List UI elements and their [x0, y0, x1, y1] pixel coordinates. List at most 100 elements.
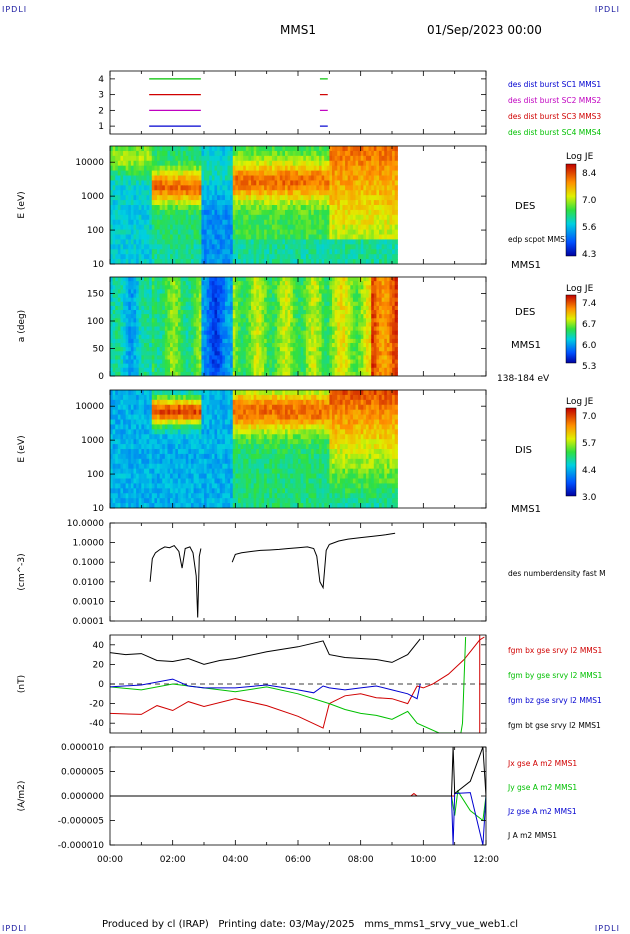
heatmap-cell: [183, 195, 187, 201]
heatmap-cell: [224, 330, 229, 336]
heatmap-cell: [295, 239, 299, 245]
heatmap-cell: [305, 244, 310, 250]
heatmap-cell: [352, 150, 357, 157]
heatmap-cell: [170, 170, 174, 177]
heatmap-cell: [240, 359, 244, 365]
heatmap-cell: [282, 160, 286, 167]
heatmap-cell: [251, 297, 255, 303]
heatmap-cell: [167, 343, 171, 348]
heatmap-cell: [222, 281, 226, 286]
heatmap-cell: [292, 259, 297, 264]
heatmap-cell: [321, 289, 325, 295]
heatmap-cell: [305, 229, 310, 236]
heatmap-cell: [386, 170, 391, 177]
heatmap-cell: [117, 254, 122, 260]
heatmap-cell: [305, 301, 310, 307]
heatmap-cell: [201, 229, 205, 236]
heatmap-cell: [136, 330, 140, 336]
heatmap-cell: [379, 254, 383, 260]
heatmap-cell: [162, 305, 166, 311]
heatmap-cell: [308, 330, 312, 336]
heatmap-cell: [274, 200, 278, 206]
heatmap-cell: [394, 249, 398, 255]
heatmap-cell: [185, 249, 189, 255]
heatmap-cell: [227, 209, 231, 216]
heatmap-cell: [222, 347, 226, 352]
heatmap-cell: [243, 219, 247, 226]
heatmap-cell: [285, 338, 289, 344]
heatmap-cell: [347, 244, 351, 250]
heatmap-cell: [115, 347, 119, 352]
heatmap-cell: [204, 244, 208, 250]
heatmap-cell: [363, 239, 367, 245]
heatmap-cell: [358, 170, 362, 177]
heatmap-cell: [365, 224, 370, 231]
heatmap-cell: [285, 289, 289, 295]
heatmap-cell: [157, 165, 161, 172]
heatmap-cell: [324, 244, 328, 250]
heatmap-cell: [128, 180, 132, 186]
heatmap-cell: [295, 326, 299, 332]
heatmap-cell: [183, 297, 187, 303]
heatmap-cell: [350, 239, 354, 245]
heatmap-cell: [230, 175, 234, 182]
heatmap-cell: [285, 285, 289, 290]
heatmap-cell: [321, 297, 325, 303]
heatmap-cell: [185, 347, 189, 352]
heatmap-cell: [196, 214, 200, 221]
heatmap-cell: [209, 338, 213, 344]
heatmap-cell: [277, 219, 281, 226]
heatmap-cell: [130, 229, 135, 236]
heatmap-cell: [266, 205, 270, 211]
heatmap-cell: [149, 334, 153, 340]
heatmap-cell: [240, 150, 244, 157]
heatmap-cell: [271, 305, 276, 311]
heatmap-cell: [193, 301, 197, 307]
heatmap-cell: [154, 314, 158, 319]
heatmap-cell: [143, 347, 148, 352]
heatmap-cell: [123, 165, 127, 172]
heatmap-cell: [209, 285, 213, 290]
heatmap-cell: [115, 355, 119, 361]
heatmap-cell: [256, 146, 260, 152]
heatmap-cell: [149, 249, 153, 255]
heatmap-cell: [206, 310, 210, 315]
heatmap-cell: [332, 219, 336, 226]
heatmap-cell: [180, 305, 184, 311]
heatmap-cell: [154, 338, 158, 344]
heatmap-cell: [172, 219, 176, 226]
heatmap-cell: [311, 244, 315, 250]
heatmap-cell: [201, 146, 205, 152]
heatmap-cell: [274, 244, 278, 250]
heatmap-cell: [303, 363, 307, 369]
heatmap-cell: [110, 155, 114, 162]
heatmap-cell: [329, 254, 333, 260]
heatmap-cell: [290, 371, 294, 376]
heatmap-cell: [170, 165, 174, 172]
heatmap-cell: [141, 277, 145, 282]
heatmap-cell: [196, 301, 200, 307]
heatmap-cell: [355, 239, 359, 245]
heatmap-cell: [300, 371, 304, 376]
heatmap-cell: [159, 277, 163, 282]
heatmap-cell: [224, 289, 229, 295]
heatmap-cell: [277, 185, 281, 191]
heatmap-cell: [112, 355, 116, 361]
heatmap-cell: [386, 195, 391, 201]
heatmap-cell: [339, 146, 344, 152]
heatmap-cell: [332, 310, 336, 315]
heatmap-cell: [141, 249, 145, 255]
heatmap-cell: [290, 254, 294, 260]
heatmap-cell: [311, 214, 315, 221]
heatmap-cell: [290, 277, 294, 282]
heatmap-cell: [376, 170, 380, 177]
heatmap-cell: [324, 165, 328, 172]
heatmap-cell: [117, 244, 122, 250]
heatmap-cell: [379, 190, 383, 196]
heatmap-cell: [167, 367, 171, 373]
heatmap-cell: [329, 277, 333, 282]
heatmap-cell: [345, 289, 349, 295]
heatmap-cell: [261, 314, 265, 319]
heatmap-cell: [394, 254, 398, 260]
heatmap-cell: [300, 209, 304, 216]
